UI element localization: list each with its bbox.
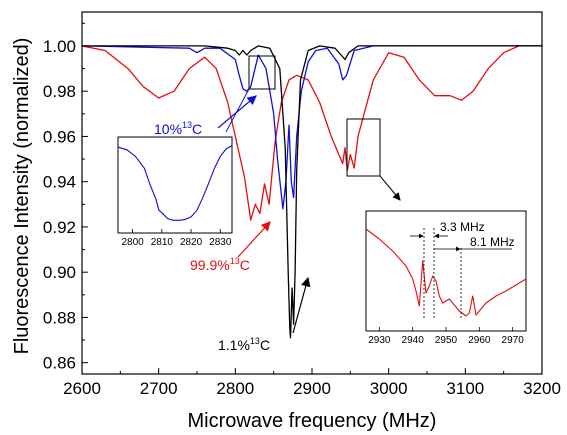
label-1-1pct: 1.1%13C xyxy=(218,336,270,353)
label-99-9pct: 99.9%13C xyxy=(190,256,250,273)
inset-red-tick-label: 2940 xyxy=(402,335,425,346)
y-tick-label: 0.94 xyxy=(43,173,76,192)
inset-blue-frame xyxy=(117,136,233,234)
inset-red-tick-label: 2960 xyxy=(468,335,491,346)
y-tick-label: 0.88 xyxy=(43,308,76,327)
inset-red-tick-label: 2930 xyxy=(368,335,391,346)
inset-blue-tick-label: 2800 xyxy=(121,237,144,248)
x-tick-label: 3200 xyxy=(523,379,561,398)
y-tick-label: 0.90 xyxy=(43,263,76,282)
x-tick-label: 2800 xyxy=(216,379,254,398)
series-line-1 xyxy=(82,45,542,210)
y-tick-label: 1.00 xyxy=(43,37,76,56)
label-10pct: 10%13C xyxy=(154,120,202,137)
y-tick-label: 0.96 xyxy=(43,127,76,146)
inset-blue-line xyxy=(117,145,233,221)
inset-blue-tick-label: 2810 xyxy=(151,237,174,248)
y-tick-label: 0.92 xyxy=(43,218,76,237)
x-tick-label: 3000 xyxy=(370,379,408,398)
label-8-1-mhz: 8.1 MHz xyxy=(470,235,515,249)
zoom-box-red xyxy=(346,118,381,177)
x-tick-label: 3100 xyxy=(446,379,484,398)
red-annotation-arrow xyxy=(237,221,271,258)
black-annotation-arrow xyxy=(292,276,311,334)
x-tick-label: 2600 xyxy=(63,379,101,398)
inset-red: 2930 2940 2950 2960 2970 3.3 MHz 8.1 MHz xyxy=(365,210,527,346)
zoom-box-blue xyxy=(248,55,276,90)
zoom-arrow-red xyxy=(379,175,401,201)
x-tick-label: 2700 xyxy=(140,379,178,398)
zoom-arrow-blue xyxy=(225,88,250,133)
inset-blue: 2800 2810 2820 2830 xyxy=(117,136,233,248)
inset-red-line xyxy=(365,228,527,317)
inset-red-frame xyxy=(365,210,527,332)
y-tick-label: 0.98 xyxy=(43,82,76,101)
inset-red-tick-label: 2970 xyxy=(502,335,525,346)
inset-blue-tick-label: 2820 xyxy=(180,237,203,248)
x-axis-title: Microwave frequency (MHz) xyxy=(188,410,437,432)
y-axis-title: Fluorescence Intensity (normalized) xyxy=(11,38,33,355)
series-line-0 xyxy=(82,45,542,339)
series-line-2 xyxy=(82,45,542,221)
inset-blue-tick-label: 2830 xyxy=(209,237,232,248)
main-plot: 2600 2700 2800 2900 3000 3100 3200 0.86 0.88 0.9… xyxy=(43,11,561,398)
label-3-3-mhz: 3.3 MHz xyxy=(440,220,485,234)
y-tick-label: 0.86 xyxy=(43,354,76,373)
x-tick-label: 2900 xyxy=(293,379,331,398)
inset-red-tick-label: 2950 xyxy=(435,335,458,346)
